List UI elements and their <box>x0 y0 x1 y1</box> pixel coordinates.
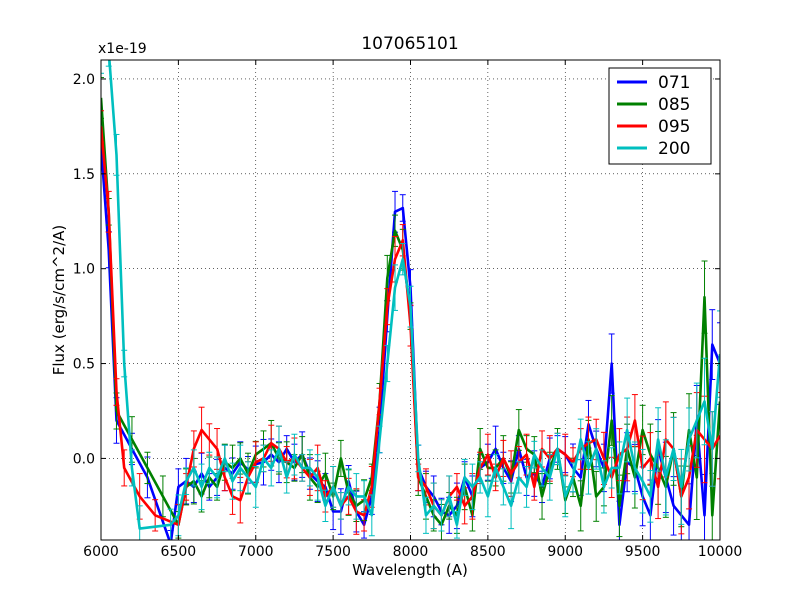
x-tick-label: 8000 <box>393 544 429 560</box>
x-tick-label: 9000 <box>547 544 583 560</box>
x-tick-label: 9500 <box>625 544 661 560</box>
series-layer <box>101 60 720 540</box>
x-tick-label: 8500 <box>470 544 506 560</box>
legend-label-071: 071 <box>658 73 690 93</box>
legend-label-085: 085 <box>658 95 690 115</box>
series-line-200 <box>108 60 720 530</box>
x-tick-label: 7000 <box>238 544 274 560</box>
y-tick-label: 1.0 <box>73 262 95 278</box>
series-200 <box>101 60 720 540</box>
y-offset-text: x1e-19 <box>98 41 147 57</box>
legend-label-095: 095 <box>658 117 690 137</box>
y-tick-label: 2.0 <box>73 72 95 88</box>
x-axis-label: Wavelength (A) <box>352 561 468 579</box>
x-tick-label: 7500 <box>315 544 351 560</box>
chart-title: 107065101 <box>361 34 458 54</box>
x-tick-label: 6000 <box>83 544 119 560</box>
axis-ticks: 6000 6500 7000 7500 8000 8500 9000 9500 10000 0.0… <box>73 60 743 560</box>
legend-label-200: 200 <box>658 139 690 159</box>
y-tick-label: 0.0 <box>73 451 95 467</box>
y-tick-label: 1.5 <box>73 167 95 183</box>
x-tick-label: 10000 <box>698 544 743 560</box>
x-tick-label: 6500 <box>161 544 197 560</box>
y-axis-label: Flux (erg/s/cm^2/A) <box>50 225 68 376</box>
y-tick-label: 0.5 <box>73 357 95 373</box>
